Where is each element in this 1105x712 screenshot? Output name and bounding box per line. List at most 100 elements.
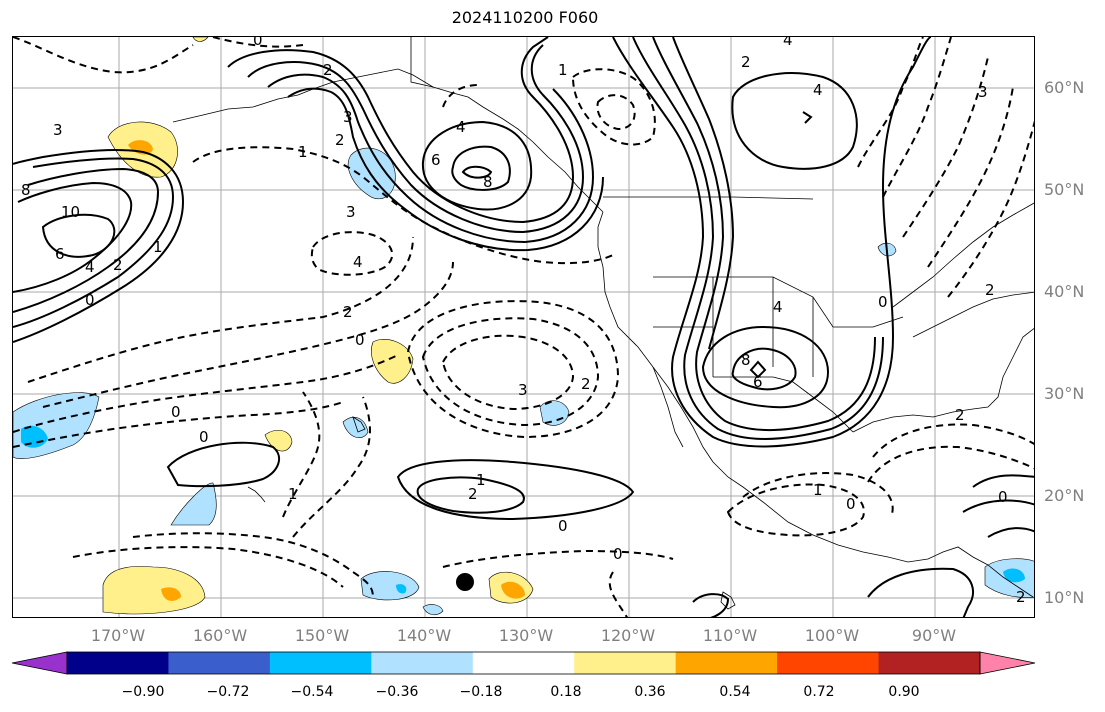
patch-negative-core	[396, 584, 407, 594]
colorbar-tick-label: −0.18	[459, 684, 503, 700]
colorbar	[11, 651, 1036, 675]
contour-label: 1	[476, 471, 486, 489]
contour-label: 1	[558, 61, 568, 79]
contour-label: 6	[753, 373, 763, 391]
contour-label: 2	[335, 131, 345, 149]
contour-label: 2	[985, 281, 995, 299]
contour-label: 2	[1016, 588, 1026, 606]
contour-label: 1	[288, 485, 298, 503]
lon-label: 90°W	[911, 626, 957, 645]
contour-label: 0	[878, 293, 888, 311]
patch-positive	[102, 566, 206, 615]
contour-label: 8	[21, 181, 31, 199]
patch-negative	[360, 571, 420, 601]
contour-label: 3	[53, 121, 63, 139]
shaded-patches	[13, 37, 1034, 616]
patch-positive	[192, 37, 209, 42]
contour-labels: 0 2 1 4 2 4 3 2 1 4 6 8 3 8 1 0 6 4 2 0 1…	[21, 37, 1026, 606]
contour-label: 2	[741, 53, 751, 71]
colorbar-segment	[472, 652, 575, 674]
colorbar-segment	[574, 652, 677, 674]
colorbar-segment	[777, 652, 880, 674]
storm-center-marker	[456, 573, 474, 591]
colorbar-tick-label: −0.54	[290, 684, 334, 700]
contours-solid	[13, 37, 1034, 617]
colorbar-tick-label: −0.72	[206, 684, 250, 700]
patch-negative-core	[1003, 568, 1025, 583]
map-title: 2024110200 F060	[451, 8, 599, 27]
lat-label: 40°N	[1044, 282, 1085, 301]
lat-label: 30°N	[1044, 384, 1085, 403]
contour-label: 3	[518, 381, 528, 399]
colorbar-tick-label: −0.90	[121, 684, 165, 700]
colorbar-border	[66, 651, 981, 675]
lat-label: 50°N	[1044, 180, 1085, 199]
patch-negative	[170, 482, 217, 526]
contour-label: 4	[456, 118, 466, 136]
lon-label: 110°W	[702, 626, 758, 645]
patch-positive	[371, 339, 414, 384]
map-plot: 0 2 1 4 2 4 3 2 1 4 6 8 3 8 1 0 6 4 2 0 1…	[13, 37, 1034, 617]
colorbar-segment	[371, 652, 474, 674]
contour-label: 6	[431, 151, 441, 169]
contour-label: 3	[978, 83, 988, 101]
contour-label: 0	[171, 403, 181, 421]
islands	[247, 416, 736, 610]
lat-label: 20°N	[1044, 486, 1085, 505]
contour-label: 4	[353, 253, 363, 271]
colorbar-segment	[878, 652, 981, 674]
contour-label: 0	[558, 517, 568, 535]
contour-label: 2	[113, 256, 123, 274]
contour-label: 1	[153, 238, 163, 256]
colorbar-tick-label: −0.36	[375, 684, 419, 700]
contour-label: 4	[85, 258, 95, 276]
contour-label: 2	[581, 375, 591, 393]
contour-label: 3	[343, 108, 353, 126]
colorbar-segment	[11, 651, 68, 675]
lon-label: 160°W	[192, 626, 248, 645]
patch-negative	[539, 400, 570, 426]
contour-label: 0	[846, 495, 856, 513]
contour-label: 2	[343, 303, 353, 321]
contour-label: 0	[355, 331, 365, 349]
contour-label: 2	[468, 485, 478, 503]
map-frame: 0 2 1 4 2 4 3 2 1 4 6 8 3 8 1 0 6 4 2 0 1…	[12, 36, 1035, 618]
colorbar-tick-label: 0.72	[803, 684, 835, 700]
lat-label: 10°N	[1044, 588, 1085, 607]
lon-label: 150°W	[294, 626, 350, 645]
colorbar-tick-label: 0.18	[550, 684, 582, 700]
contour-label: 1	[813, 481, 823, 499]
patch-negative	[422, 604, 444, 616]
contour-label: 2	[955, 406, 965, 424]
lon-label: 120°W	[600, 626, 656, 645]
contour-label: 0	[85, 291, 95, 309]
lon-label: 100°W	[804, 626, 860, 645]
contour-label: 0	[199, 428, 209, 446]
graticule	[13, 37, 1034, 617]
contour-label: 8	[483, 173, 493, 191]
coastlines	[172, 37, 1034, 598]
colorbar-segment	[269, 652, 372, 674]
contour-label: 0	[998, 488, 1008, 506]
lon-label: 170°W	[90, 626, 146, 645]
patch-positive-core	[161, 587, 181, 601]
contour-label: 3	[346, 203, 356, 221]
contour-label: 4	[813, 81, 823, 99]
colorbar-tick-label: 0.36	[634, 684, 666, 700]
contour-label: 2	[323, 61, 333, 79]
lon-label: 130°W	[498, 626, 554, 645]
patch-positive	[264, 429, 293, 452]
colorbar-segment	[979, 651, 1036, 675]
contour-label: 6	[55, 245, 65, 263]
contour-label: 8	[741, 351, 751, 369]
colorbar-segment	[675, 652, 778, 674]
colorbar-segment	[67, 652, 169, 674]
contour-label: 1	[298, 143, 308, 161]
patch-negative	[13, 392, 100, 459]
patch-negative	[342, 416, 369, 439]
colorbar-segment	[168, 652, 271, 674]
colorbar-tick-label: 0.90	[888, 684, 920, 700]
lon-label: 140°W	[396, 626, 452, 645]
patch-positive-core	[501, 581, 525, 599]
contour-label: 0	[253, 37, 263, 49]
